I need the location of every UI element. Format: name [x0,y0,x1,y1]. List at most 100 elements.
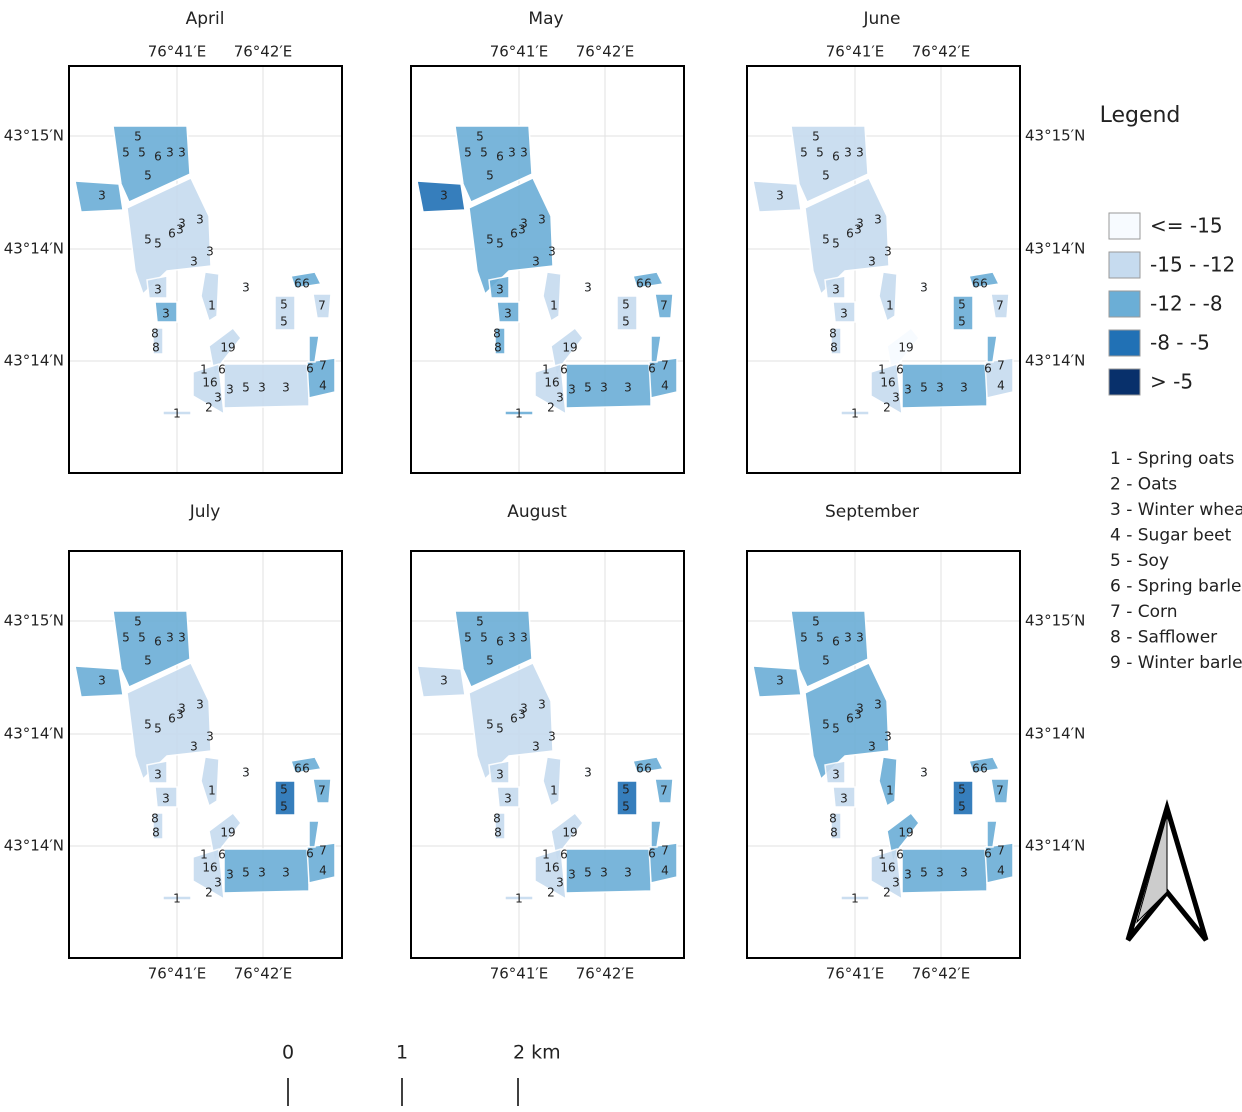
field [152,812,164,840]
field-label: 3 [178,146,186,160]
lat-label: 43°14′N [1025,837,1085,855]
field-label: 6 [636,762,644,776]
field-label: 3 [178,631,186,645]
field-label: 3 [154,283,162,297]
field-label: 6 [168,712,176,726]
field-label: 6 [294,762,302,776]
field [542,756,562,808]
field [468,177,554,296]
field-label: 6 [644,277,652,291]
panel-frame [746,65,1021,474]
lat-label: 43°14′N [4,725,64,743]
field-label: 3 [176,708,184,722]
field-label: 6 [510,227,518,241]
field-label: 5 [122,146,130,160]
field-label: 5 [242,381,250,395]
field-label: 3 [600,381,608,395]
field-label: 3 [854,708,862,722]
field-label: 3 [874,698,882,712]
field-label: 5 [486,718,494,732]
field [162,895,192,901]
field [290,756,323,774]
lon-label: 76°42′E [234,43,293,61]
field-label: 3 [892,391,900,405]
field-label: 5 [622,315,630,329]
field-label: 5 [822,169,830,183]
field-label: 16 [880,861,895,875]
field-label: 3 [226,868,234,882]
field-label: 5 [486,169,494,183]
field-label: 5 [476,615,484,629]
field-label: 4 [319,864,327,878]
lat-label: 43°14′N [4,837,64,855]
field-label: 6 [980,277,988,291]
field-label: 1 [208,784,216,798]
field [74,665,124,698]
lat-label: 43°15′N [1025,127,1085,145]
field-label: 5 [920,866,928,880]
field-label: 2 [883,886,891,900]
field-label: 8 [151,327,159,341]
field-label: 19 [562,341,577,355]
lon-label: 76°41′E [148,43,207,61]
legend-title: Legend [1100,103,1181,128]
field-label: 3 [206,245,214,259]
field [192,848,225,901]
lat-label: 43°14′N [1025,352,1085,370]
field-label: 5 [280,298,288,312]
field-label: 3 [196,213,204,227]
field [870,363,903,416]
field-label: 5 [822,233,830,247]
field-label: 3 [496,283,504,297]
field-label: 5 [486,233,494,247]
field-label: 3 [568,868,576,882]
field [648,357,678,399]
field-label: 6 [648,362,656,376]
lon-label: 76°42′E [912,965,971,983]
field [126,662,212,781]
north-arrow-half [1136,814,1168,924]
field-label: 7 [318,784,326,798]
field [968,756,1001,774]
field-label: 3 [556,391,564,405]
field-label: 3 [856,217,864,231]
field-label: 6 [648,847,656,861]
lat-label: 43°15′N [4,612,64,630]
scale-label: 1 [396,1042,408,1064]
field-label: 5 [280,783,288,797]
field-label: 19 [220,826,235,840]
field-label: 8 [151,812,159,826]
legend-label: > -5 [1150,370,1193,394]
field-label: 3 [176,223,184,237]
field [154,786,178,808]
field-label: 3 [960,381,968,395]
field-label: 6 [302,277,310,291]
field-label: 6 [510,712,518,726]
field [154,301,178,323]
field [840,410,870,416]
field [200,271,220,323]
field-label: 5 [584,381,592,395]
field-label: 5 [138,146,146,160]
field-label: 5 [154,237,162,251]
field-label: 16 [544,861,559,875]
field [565,848,652,894]
field-label: 6 [294,277,302,291]
field-label: 3 [548,245,556,259]
field-label: 5 [958,800,966,814]
field-label: 5 [622,783,630,797]
field-label: 5 [138,631,146,645]
field-label: 1 [515,407,523,421]
field-label: 3 [904,868,912,882]
field-label: 3 [884,245,892,259]
field [112,125,191,203]
field [804,177,890,296]
field-label: 19 [898,341,913,355]
field [752,180,802,213]
field-label: 5 [496,722,504,736]
